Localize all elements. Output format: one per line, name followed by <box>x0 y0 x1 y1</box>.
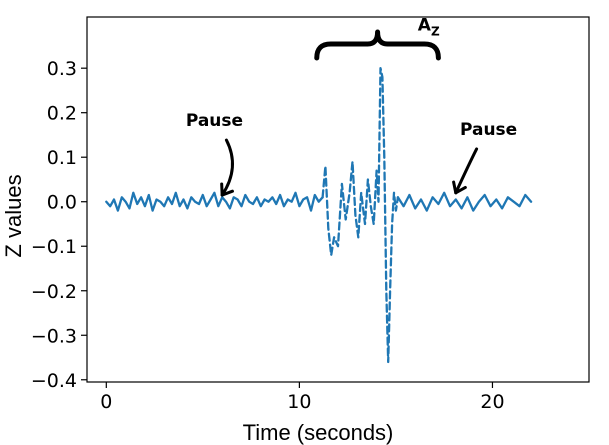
y-tick-label: −0.4 <box>31 370 77 392</box>
x-tick-label: 0 <box>100 391 112 413</box>
y-tick-label: 0.0 <box>47 192 77 214</box>
pause-annotation-label: Pause <box>460 120 517 140</box>
y-axis-ticks: −0.4 −0.3 −0.2 −0.1 0.0 0.1 0.2 0.3 <box>31 58 87 392</box>
series-layer <box>105 67 533 364</box>
az-annotation-subscript: Z <box>431 24 440 38</box>
pause-arrow <box>220 138 234 197</box>
y-tick-label: 0.1 <box>47 147 77 169</box>
x-tick-label: 10 <box>287 391 311 413</box>
y-tick-label: −0.2 <box>31 281 77 303</box>
az-annotation-label: AZ <box>418 15 440 38</box>
pause-annotation-label: Pause <box>186 111 243 131</box>
plot-border <box>86 16 590 383</box>
series-line-dashed <box>321 67 400 364</box>
y-axis-label: Z values <box>1 174 26 257</box>
pause-arrow <box>454 147 479 195</box>
x-axis-ticks: 0 10 20 <box>100 382 505 413</box>
y-tick-label: −0.1 <box>31 236 77 258</box>
series-line-solid <box>105 191 324 212</box>
y-tick-label: 0.3 <box>47 58 77 80</box>
plot-frame <box>86 16 590 383</box>
y-tick-label: −0.3 <box>31 325 77 347</box>
x-axis-label: Time (seconds) <box>243 420 394 445</box>
pause-arrow-head <box>220 182 234 197</box>
pause-arrow-head <box>452 180 467 195</box>
series-line-solid <box>396 191 533 212</box>
y-tick-label: 0.2 <box>47 103 77 125</box>
curly-brace-icon <box>314 29 441 61</box>
x-tick-label: 20 <box>480 391 504 413</box>
